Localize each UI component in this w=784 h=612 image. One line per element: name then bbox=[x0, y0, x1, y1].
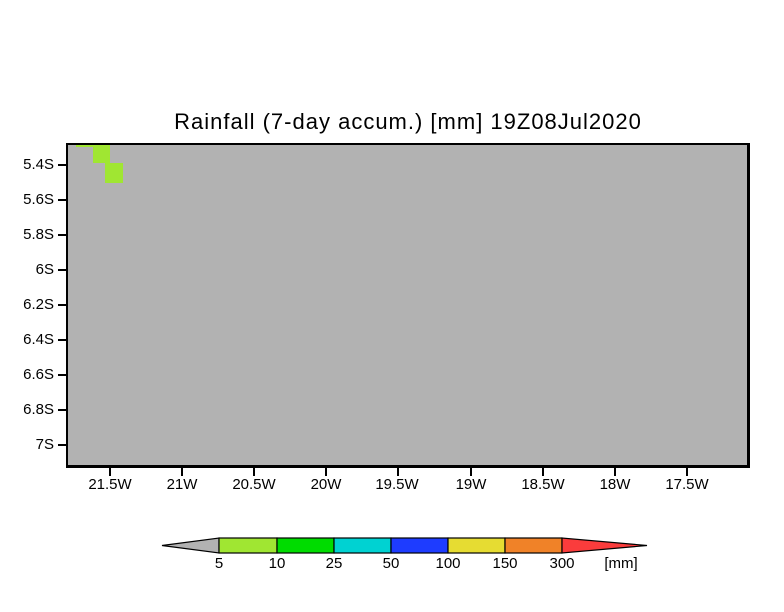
colorbar-label: 5 bbox=[214, 555, 224, 572]
y-tick-mark bbox=[58, 269, 67, 271]
x-tick-mark bbox=[397, 468, 399, 476]
colorbar-segment bbox=[276, 537, 335, 554]
y-tick-mark bbox=[58, 339, 67, 341]
rain-cell bbox=[105, 163, 123, 183]
colorbar-segment bbox=[333, 537, 392, 554]
x-tick-mark bbox=[253, 468, 255, 476]
x-tick-label: 18.5W bbox=[521, 476, 565, 493]
page-title: Rainfall (7-day accum.) [mm] 19Z08Jul202… bbox=[174, 109, 642, 134]
x-tick-mark bbox=[325, 468, 327, 476]
colorbar-unit-label: [mm] bbox=[604, 555, 638, 572]
colorbar-label: 25 bbox=[325, 555, 343, 572]
y-tick-mark bbox=[58, 444, 67, 446]
rain-cell bbox=[93, 145, 110, 163]
y-tick-label: 5.4S bbox=[23, 156, 54, 173]
colorbar-segment bbox=[447, 537, 506, 554]
colorbar-left-arrow bbox=[161, 537, 220, 554]
y-tick-label: 5.8S bbox=[23, 226, 54, 243]
x-tick-mark bbox=[686, 468, 688, 476]
x-tick-label: 17.5W bbox=[665, 476, 709, 493]
colorbar-label: 100 bbox=[435, 555, 461, 572]
y-tick-label: 6.4S bbox=[23, 331, 54, 348]
x-tick-label: 21W bbox=[166, 476, 198, 493]
x-tick-label: 19W bbox=[455, 476, 487, 493]
colorbar-label: 50 bbox=[382, 555, 400, 572]
x-tick-label: 19.5W bbox=[375, 476, 419, 493]
y-tick-label: 6S bbox=[35, 261, 54, 278]
x-tick-label: 20.5W bbox=[232, 476, 276, 493]
colorbar-label: 300 bbox=[549, 555, 575, 572]
y-tick-mark bbox=[58, 234, 67, 236]
y-tick-mark bbox=[58, 409, 67, 411]
colorbar-label: 10 bbox=[268, 555, 286, 572]
y-tick-mark bbox=[58, 374, 67, 376]
x-tick-mark bbox=[614, 468, 616, 476]
x-tick-mark bbox=[542, 468, 544, 476]
colorbar bbox=[161, 537, 648, 554]
plot-area bbox=[66, 143, 750, 468]
x-tick-mark bbox=[470, 468, 472, 476]
y-tick-label: 6.8S bbox=[23, 401, 54, 418]
colorbar-label: 150 bbox=[492, 555, 518, 572]
colorbar-right-arrow bbox=[561, 537, 648, 554]
rain-cell bbox=[76, 145, 93, 147]
x-tick-label: 20W bbox=[310, 476, 342, 493]
x-tick-mark bbox=[181, 468, 183, 476]
y-tick-label: 6.6S bbox=[23, 366, 54, 383]
colorbar-segment bbox=[218, 537, 278, 554]
y-tick-mark bbox=[58, 304, 67, 306]
y-tick-mark bbox=[58, 199, 67, 201]
colorbar-segment bbox=[390, 537, 449, 554]
y-tick-label: 6.2S bbox=[23, 296, 54, 313]
x-tick-mark bbox=[109, 468, 111, 476]
y-tick-label: 7S bbox=[35, 436, 54, 453]
y-tick-label: 5.6S bbox=[23, 191, 54, 208]
colorbar-segment bbox=[504, 537, 563, 554]
x-tick-label: 21.5W bbox=[88, 476, 132, 493]
y-tick-mark bbox=[58, 164, 67, 166]
x-tick-label: 18W bbox=[599, 476, 631, 493]
